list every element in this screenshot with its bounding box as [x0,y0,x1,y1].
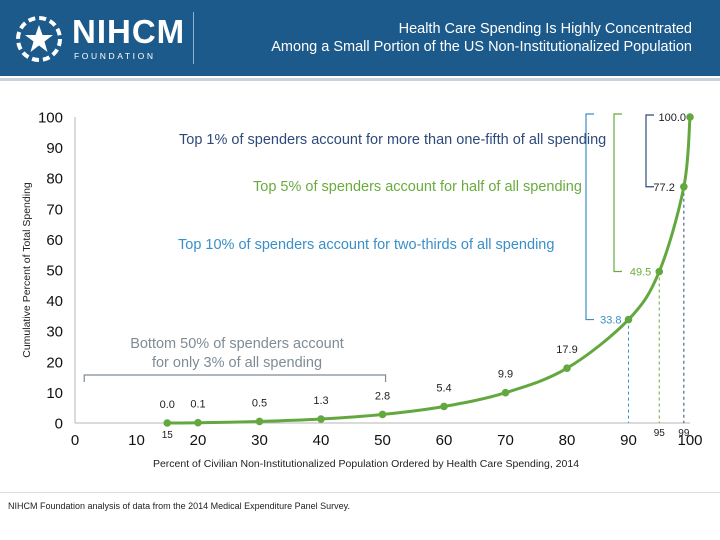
data-value-label: 0.1 [190,399,205,411]
axes-layer [74,117,690,424]
data-point [563,364,571,373]
data-value-labels: 0.0 0.1 0.5 1.3 2.8 5.4 9.9 17.9 33.8 49.5 77.2 100… [160,112,690,441]
y-tick-label: 100 [38,110,63,127]
bracket-annotations [83,113,654,382]
footnote: NIHCM Foundation analysis of data from t… [8,501,351,511]
data-value-label: 2.8 [375,390,390,402]
y-tick-label: 90 [46,140,63,157]
data-point [255,417,264,426]
data-point [378,410,387,419]
x-tick-label: 40 [313,432,330,449]
top5-bracket [613,113,622,273]
y-tick-label: 10 [46,385,63,402]
percentile-tick-label: 95 [654,428,666,439]
data-value-label: 9.9 [498,369,513,381]
top1-bracket [645,114,654,188]
data-point [624,315,633,324]
top1-annotation: Top 1% of spenders account for more than… [179,132,606,148]
y-tick-label: 20 [46,354,63,371]
spending-chart: 0 10 20 30 40 50 60 70 80 90 100 0 10 20 30 40 50 60 70 80 9… [21,110,703,471]
data-point [163,419,172,427]
data-value-label: 5.4 [436,382,451,394]
page-title: Health Care Spending Is Highly Concentra… [192,20,692,56]
y-tick-label: 50 [46,263,63,280]
data-point [680,182,688,191]
x-axis-title: Percent of Civilian Non-Institutionalize… [153,458,579,470]
bottom50-annotation-line2: for only 3% of all spending [152,355,322,371]
x-tick-label: 20 [190,432,207,449]
star-logo-icon [16,16,62,62]
header-divider [193,12,194,64]
bottom50-annotation-line1: Bottom 50% of spenders account [130,336,344,352]
title-line-2: Among a Small Portion of the US Non-Inst… [271,39,692,55]
data-points [163,113,694,427]
header-rule [0,78,720,81]
top10-annotation: Top 10% of spenders account for two-thir… [178,237,554,253]
data-value-label: 0.0 [160,399,175,411]
footer-rule [0,492,720,493]
data-value-label: 33.8 [600,315,621,327]
title-line-1: Health Care Spending Is Highly Concentra… [398,21,692,37]
data-point [194,418,202,427]
cumulative-spending-line [167,116,692,425]
x-tick-label: 70 [497,432,514,449]
data-point [317,415,325,423]
percentile-tick-label: 99 [678,428,690,439]
top5-annotation: Top 5% of spenders account for half of a… [253,179,582,195]
x-tick-label: 80 [559,432,576,449]
x-tick-label: 0 [71,432,79,449]
bottom50-bracket [83,374,387,382]
logo-subtitle: FOUNDATION [74,51,156,61]
y-tick-label: 0 [55,416,63,433]
percentile-dropdown-lines [628,186,685,423]
header-banner: NIHCM FOUNDATION Health Care Spending Is… [0,0,720,76]
data-point [686,113,694,121]
y-tick-label: 70 [46,201,63,218]
top10-bracket [585,113,594,321]
x-tick-label: 100 [677,432,702,449]
x-tick-label: 60 [436,432,453,449]
y-tick-label: 40 [46,293,63,310]
data-point [655,267,664,276]
y-axis-title: Cumulative Percent of Total Spending [21,182,33,358]
logo-name: NIHCM [72,13,186,50]
data-value-label: 49.5 [630,267,651,279]
data-point [501,388,510,397]
data-value-label: 0.5 [252,397,267,409]
data-value-label: 17.9 [556,344,577,356]
x-tick-label: 30 [251,432,268,449]
percentile-tick-label: 15 [162,430,174,441]
x-tick-label: 10 [128,432,145,449]
tick-labels: 0 10 20 30 40 50 60 70 80 90 100 0 10 20 30 40 50 60 70 80 9… [38,110,703,450]
x-tick-label: 50 [374,432,391,449]
y-tick-label: 80 [46,171,63,188]
data-point [440,402,448,411]
data-value-label: 77.2 [653,182,674,194]
data-value-label: 1.3 [313,395,328,407]
y-tick-label: 60 [46,232,63,249]
data-value-label: 100.0 [658,112,686,124]
y-tick-label: 30 [46,324,63,341]
x-tick-label: 90 [620,432,637,449]
